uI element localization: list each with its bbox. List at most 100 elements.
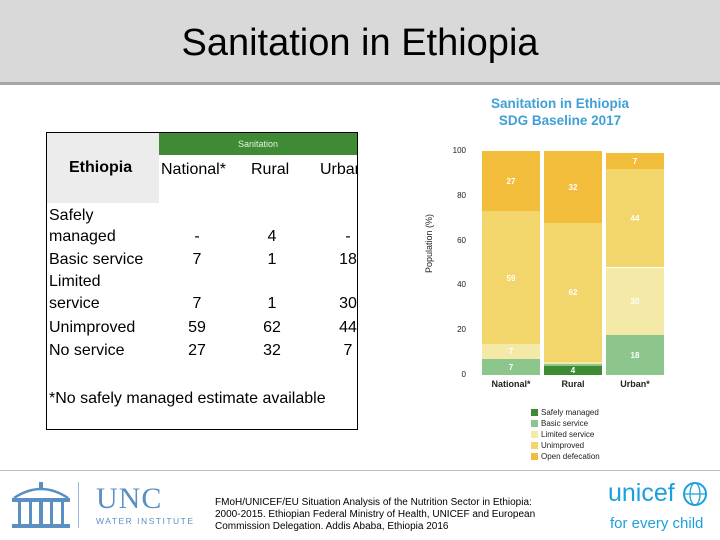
bar-segment xyxy=(606,267,664,335)
chart-title: Sanitation in Ethiopia SDG Baseline 2017 xyxy=(480,95,640,129)
data-label: 30 xyxy=(630,297,640,307)
table-group-header: Sanitation xyxy=(159,133,357,155)
cell-value: 7 xyxy=(192,251,202,268)
table-corner-cell xyxy=(47,133,159,203)
unc-water-institute-logo: UNC WATER INSTITUTE xyxy=(8,478,203,533)
table-country-label: Ethiopia xyxy=(69,159,133,176)
data-label: 7 xyxy=(508,347,514,357)
legend-swatch xyxy=(531,409,538,417)
row-label-no-service: No service xyxy=(49,342,125,359)
sanitation-chart: Sanitation in Ethiopia SDG Baseline 2017… xyxy=(398,85,720,475)
bar-stack: 4116232 xyxy=(544,151,602,375)
y-tick-label: 40 xyxy=(457,280,466,290)
bar-stack: 7 7 59 27 xyxy=(482,151,540,375)
legend-label: Open defecation xyxy=(541,452,600,461)
chart-title-line1: Sanitation in Ethiopia xyxy=(491,96,629,111)
cell-value: 7 xyxy=(343,342,353,359)
bar-segment xyxy=(544,363,602,367)
unicef-logo: unicef for every child xyxy=(600,479,715,539)
cell-value: 27 xyxy=(188,342,206,359)
y-tick-label: 60 xyxy=(457,235,466,245)
data-label: 44 xyxy=(630,214,640,224)
bar-segment xyxy=(606,153,664,169)
row-label-unimproved: Unimproved xyxy=(49,319,136,336)
bar-segment xyxy=(544,151,602,223)
column-header-rural: Rural xyxy=(251,161,290,178)
y-tick-label: 100 xyxy=(452,146,466,155)
data-label: 27 xyxy=(506,177,516,187)
legend-item: Open defecation xyxy=(531,451,600,462)
cell-value: 44 xyxy=(339,319,357,336)
cell-value: 59 xyxy=(188,319,206,336)
row-label-safely-managed-line1: Safely xyxy=(49,207,94,224)
data-label: 7 xyxy=(632,157,638,167)
legend-item: Basic service xyxy=(531,418,588,429)
bar-segment xyxy=(482,359,540,375)
sanitation-table: Sanitation Ethiopia National* Rural Urba… xyxy=(46,132,358,430)
cell-value: 32 xyxy=(263,342,281,359)
bar-stack: 18 30 44 7 xyxy=(606,151,664,375)
title-divider xyxy=(0,82,720,85)
bar-segment xyxy=(606,334,664,375)
cell-value: 30 xyxy=(339,295,357,312)
legend-item: Limited service xyxy=(531,429,594,440)
unc-subtitle: WATER INSTITUTE xyxy=(96,516,195,526)
column-header-national: National* xyxy=(161,161,226,178)
y-axis-label: Population (%) xyxy=(424,213,434,273)
data-label: 32 xyxy=(568,182,578,192)
unicef-tagline: for every child xyxy=(610,515,704,532)
cell-value: 7 xyxy=(192,295,202,312)
row-label-limited-service-line2: service xyxy=(49,295,100,312)
y-tick-label: 20 xyxy=(457,325,466,335)
bar-segment xyxy=(544,361,602,364)
column-header-urban: Urban* xyxy=(320,161,357,178)
legend-item: Unimproved xyxy=(531,440,584,451)
legend-swatch xyxy=(531,431,538,439)
bar-segment xyxy=(544,222,602,362)
y-tick-label: 0 xyxy=(461,370,466,379)
cell-value: 1 xyxy=(267,251,277,268)
table-footnote: *No safely managed estimate available xyxy=(49,390,326,407)
chart-title-line2: SDG Baseline 2017 xyxy=(498,113,622,128)
bar-segment xyxy=(482,343,540,360)
bar-segment xyxy=(482,211,540,344)
bar-segment xyxy=(544,366,602,375)
x-tick-label: Urban* xyxy=(620,379,650,389)
x-tick-label: Rural xyxy=(561,379,585,389)
source-citation: FMoH/UNICEF/EU Situation Analysis of the… xyxy=(215,497,536,532)
cell-value: 4 xyxy=(267,228,277,245)
row-label-basic-service: Basic service xyxy=(49,251,144,268)
legend-label: Limited service xyxy=(541,430,595,439)
title-bar: Sanitation in Ethiopia xyxy=(0,0,720,82)
data-label: 59 xyxy=(506,273,516,283)
legend-label: Safely managed xyxy=(541,408,599,417)
old-well-icon xyxy=(12,482,70,528)
data-label: 4 xyxy=(570,366,576,375)
footer-divider xyxy=(0,470,720,471)
data-label: 7 xyxy=(508,363,514,373)
legend-swatch xyxy=(531,442,538,450)
legend-item: Safely managed xyxy=(531,407,599,418)
data-label: 62 xyxy=(568,288,578,298)
row-label-limited-service-line1: Limited xyxy=(49,273,101,290)
logo-divider xyxy=(78,482,79,528)
x-tick-label: National* xyxy=(491,379,531,389)
unc-name: UNC xyxy=(96,482,163,515)
legend-swatch xyxy=(531,420,538,428)
unicef-name: unicef xyxy=(608,479,675,507)
bar-segment xyxy=(482,151,540,212)
legend-label: Unimproved xyxy=(541,441,585,450)
slide-title: Sanitation in Ethiopia xyxy=(181,22,539,64)
cell-value: 1 xyxy=(267,295,277,312)
unicef-globe-icon xyxy=(683,482,707,506)
data-label: 18 xyxy=(630,350,640,360)
bar-segment xyxy=(606,168,664,268)
y-tick-label: 80 xyxy=(457,190,466,200)
legend-label: Basic service xyxy=(541,419,589,428)
cell-value: 18 xyxy=(339,251,357,268)
legend-swatch xyxy=(531,453,538,461)
cell-value: - xyxy=(194,228,200,245)
cell-value: 62 xyxy=(263,319,281,336)
row-label-safely-managed-line2: managed xyxy=(49,228,116,245)
cell-value: - xyxy=(345,228,351,245)
